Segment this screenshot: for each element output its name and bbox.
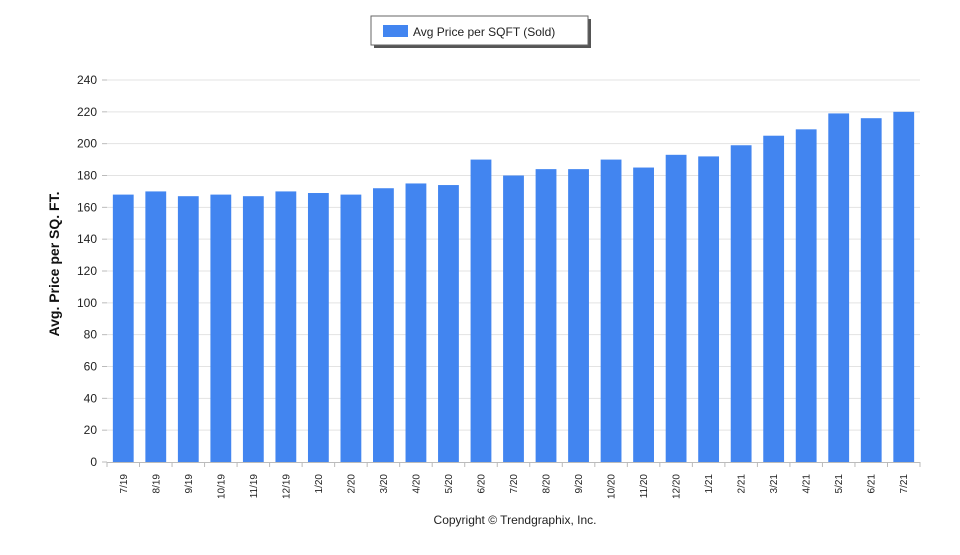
bar-5-21 [828,113,850,463]
bar-4-20 [405,183,427,463]
x-tick-label: 7/21 [899,474,910,494]
bar-4-21 [795,129,817,462]
bar-5-20 [438,185,459,463]
axes [106,462,921,467]
bar-1-20 [307,193,329,462]
x-tick-label: 9/20 [574,474,585,494]
x-tick-label: 3/21 [769,474,780,494]
y-tick-label: 180 [77,169,97,183]
bar-8-19 [145,191,167,462]
bar-2-21 [730,145,752,462]
x-tick-label: 10/20 [607,474,618,499]
bar-3-21 [763,135,785,463]
x-tick-label: 8/20 [542,474,553,494]
x-tick-label: 7/20 [509,474,520,494]
x-tick-label: 4/20 [411,474,422,494]
y-tick-label: 0 [90,455,97,469]
y-tick-label: 240 [77,73,97,87]
y-tick-label: 160 [77,200,97,214]
bar-9-19 [177,196,199,463]
bar-10-20 [600,159,622,463]
y-tick-label: 220 [77,105,97,119]
bar-6-20 [470,159,492,463]
bar-7-20 [503,175,524,462]
x-tick-label: 8/19 [151,474,162,494]
legend-label: Avg Price per SQFT (Sold) [413,25,555,39]
x-tick-label: 6/20 [476,474,487,494]
y-axis-title: Avg. Price per SQ. FT. [46,192,62,337]
x-tick-label: 2/21 [737,474,748,494]
x-tick-label: 7/19 [119,474,130,494]
x-tick-label: 1/21 [704,474,715,494]
x-tick-label: 1/20 [314,474,325,494]
x-tick-label: 9/19 [184,474,195,494]
y-tick-label: 120 [77,264,97,278]
bar-11-19 [242,196,264,463]
bar-1-21 [698,156,720,462]
bar-6-21 [860,118,882,462]
x-tick-labels: 7/19 8/19 9/19 10/19 11/19 12/19 1/20 2/20 3/20 4… [119,474,910,499]
legend: Avg Price per SQFT (Sold) [370,15,591,48]
bar-12-19 [275,191,297,462]
legend-swatch [383,25,408,37]
y-tick-labels: 0 20 40 60 80 100 120 140 160 180 200 220 240 [77,73,97,469]
x-tick-label: 11/20 [639,474,650,499]
bar-3-20 [373,188,394,462]
x-tick-label: 5/21 [834,474,845,494]
y-tick-label: 140 [77,232,97,246]
bar-7-19 [112,194,134,462]
x-tick-label: 5/20 [444,474,455,494]
y-tick-label: 200 [77,137,97,151]
bar-7-21 [893,111,915,462]
bar-9-20 [568,169,589,462]
y-tick-label: 100 [77,296,97,310]
bar-10-19 [210,194,232,462]
copyright-footer: Copyright © Trendgraphix, Inc. [434,513,597,527]
y-tick-label: 60 [84,360,98,374]
bar-12-20 [665,154,687,462]
x-tick-label: 6/21 [867,474,878,494]
bar-8-20 [535,169,557,462]
y-tick-label: 40 [84,391,98,405]
y-tick-label: 80 [84,328,98,342]
x-tick-label: 11/19 [249,474,260,499]
x-tick-label: 10/19 [216,474,227,499]
x-tick-label: 12/19 [281,474,292,499]
bars [112,111,915,463]
y-tick-label: 20 [84,423,98,437]
x-tick-label: 4/21 [802,474,813,494]
bar-2-20 [340,194,362,462]
x-tick-label: 2/20 [346,474,357,494]
bar-11-20 [633,167,654,462]
x-tick-label: 3/20 [379,474,390,494]
x-tick-label: 12/20 [672,474,683,499]
